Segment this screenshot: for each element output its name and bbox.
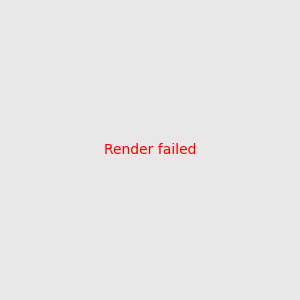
Text: Render failed: Render failed [104,143,196,157]
